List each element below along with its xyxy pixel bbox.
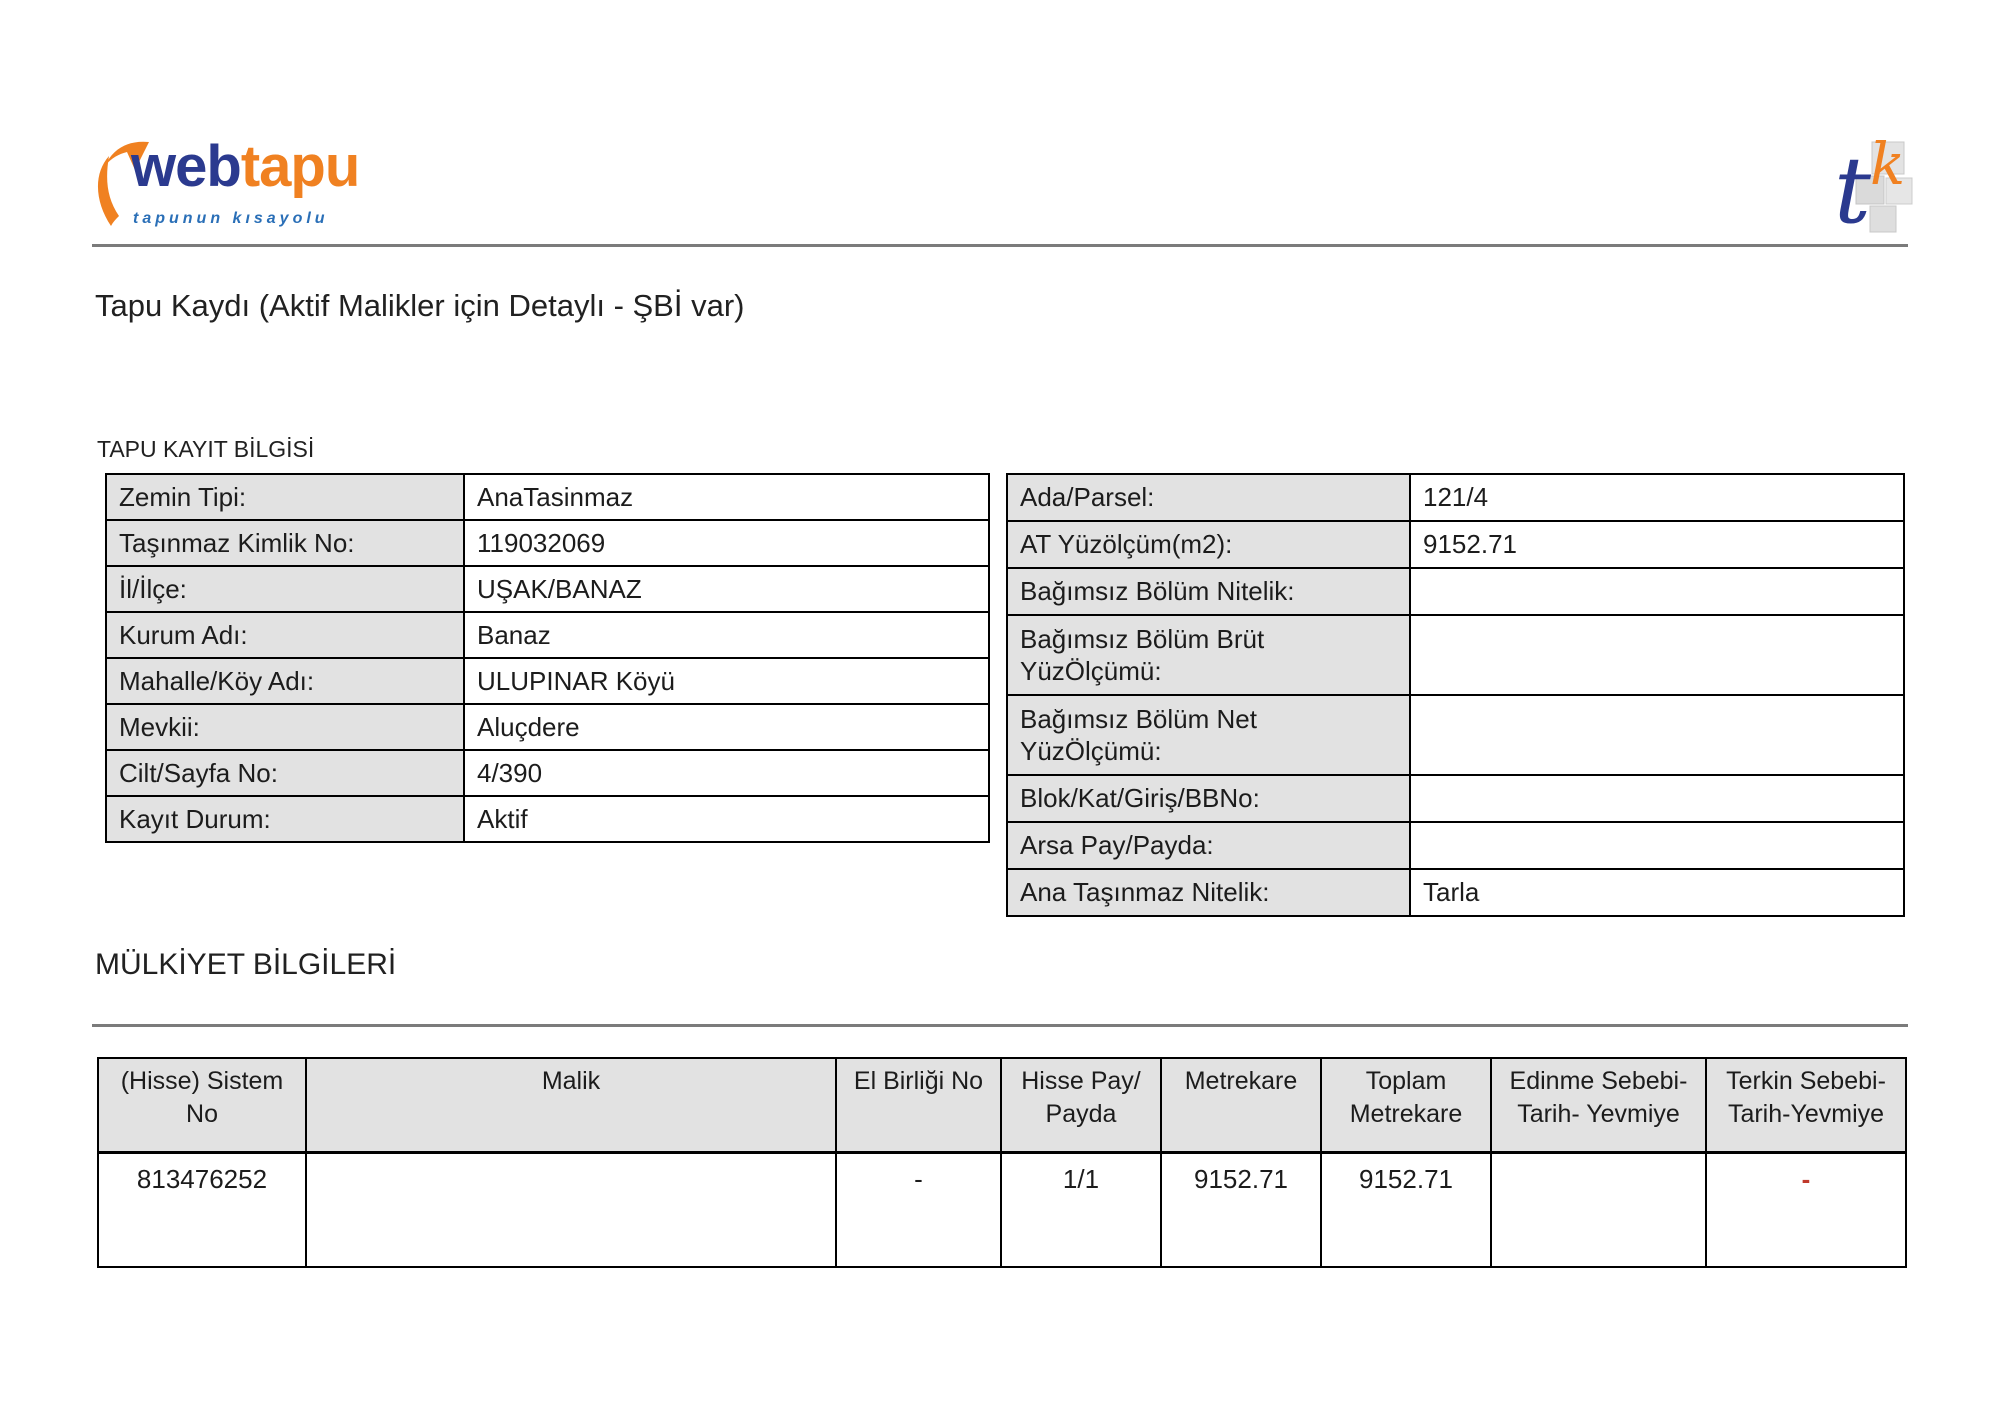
webtapu-logo: webtapu tapunun kısayolu [95, 112, 415, 242]
table-row: Zemin Tipi: AnaTasinmaz [105, 473, 990, 521]
row-label: Bağımsız Bölüm Nitelik: [1006, 567, 1411, 616]
table-row: Ada/Parsel: 121/4 [1006, 473, 1905, 522]
document-title: Tapu Kaydı (Aktif Malikler için Detaylı … [95, 288, 745, 323]
table-row: Mahalle/Köy Adı: ULUPINAR Köyü [105, 657, 990, 705]
table-row: Kurum Adı: Banaz [105, 611, 990, 659]
column-header-hisse-pay-payda: Hisse Pay/ Payda [1000, 1057, 1162, 1154]
header-divider [92, 244, 1908, 247]
row-label: Cilt/Sayfa No: [105, 749, 465, 797]
row-value: Tarla [1409, 868, 1905, 917]
row-value [1409, 614, 1905, 696]
table-row: Bağımsız Bölüm Net YüzÖlçümü: [1006, 694, 1905, 776]
tapu-kayit-left-table: Zemin Tipi: AnaTasinmaz Taşınmaz Kimlik … [105, 473, 990, 843]
table-row: Bağımsız Bölüm Brüt YüzÖlçümü: [1006, 614, 1905, 696]
row-label: Mahalle/Köy Adı: [105, 657, 465, 705]
row-value: Banaz [463, 611, 990, 659]
tapu-kayit-heading: TAPU KAYIT BİLGİSİ [97, 436, 315, 462]
table-row: Taşınmaz Kimlik No: 119032069 [105, 519, 990, 567]
column-header-terkin-sebebi: Terkin Sebebi- Tarih-Yevmiye [1705, 1057, 1907, 1154]
table-row: Bağımsız Bölüm Nitelik: [1006, 567, 1905, 616]
row-value: ULUPINAR Köyü [463, 657, 990, 705]
row-value: 121/4 [1409, 473, 1905, 522]
row-value: 4/390 [463, 749, 990, 797]
column-header-el-birligi-no: El Birliği No [835, 1057, 1002, 1154]
table-row: 813476252 - 1/1 9152.71 9152.71 - [97, 1151, 1907, 1268]
webtapu-tagline: tapunun kısayolu [133, 210, 329, 227]
row-label: Ana Taşınmaz Nitelik: [1006, 868, 1411, 917]
table-row: Ana Taşınmaz Nitelik: Tarla [1006, 868, 1905, 917]
table-row: Mevkii: Aluçdere [105, 703, 990, 751]
table-row: AT Yüzölçüm(m2): 9152.71 [1006, 520, 1905, 569]
tapu-kayit-right-table: Ada/Parsel: 121/4 AT Yüzölçüm(m2): 9152.… [1006, 473, 1905, 917]
row-label: Bağımsız Bölüm Brüt YüzÖlçümü: [1006, 614, 1411, 696]
table-row: Cilt/Sayfa No: 4/390 [105, 749, 990, 797]
row-label: Kurum Adı: [105, 611, 465, 659]
row-value: 119032069 [463, 519, 990, 567]
row-label: Ada/Parsel: [1006, 473, 1411, 522]
cell-terkin-sebebi: - [1705, 1151, 1907, 1268]
mulkiyet-heading: MÜLKİYET BİLGİLERİ [95, 948, 397, 981]
svg-text:k: k [1870, 138, 1905, 198]
row-value: Aktif [463, 795, 990, 843]
row-label: İl/İlçe: [105, 565, 465, 613]
row-value [1409, 774, 1905, 823]
row-value: AnaTasinmaz [463, 473, 990, 521]
row-value: Aluçdere [463, 703, 990, 751]
cell-toplam-metrekare: 9152.71 [1320, 1151, 1492, 1268]
column-header-malik: Malik [305, 1057, 837, 1154]
cell-edinme-sebebi [1490, 1151, 1707, 1268]
table-row: Arsa Pay/Payda: [1006, 821, 1905, 870]
mulkiyet-table: (Hisse) Sistem No Malik El Birliği No Hi… [97, 1057, 1907, 1268]
cell-el-birligi-no: - [835, 1151, 1002, 1268]
row-label: Arsa Pay/Payda: [1006, 821, 1411, 870]
svg-text:t: t [1836, 138, 1872, 240]
table-row: Blok/Kat/Giriş/BBNo: [1006, 774, 1905, 823]
row-label: Taşınmaz Kimlik No: [105, 519, 465, 567]
row-value: UŞAK/BANAZ [463, 565, 990, 613]
mulkiyet-divider [92, 1024, 1908, 1027]
cell-hisse-pay-payda: 1/1 [1000, 1151, 1162, 1268]
webtapu-swoosh-icon [97, 141, 149, 226]
column-header-hisse-sistem-no: (Hisse) Sistem No [97, 1057, 307, 1154]
row-label: Bağımsız Bölüm Net YüzÖlçümü: [1006, 694, 1411, 776]
row-value [1409, 567, 1905, 616]
column-header-toplam-metrekare: Toplam Metrekare [1320, 1057, 1492, 1154]
row-label: Zemin Tipi: [105, 473, 465, 521]
cell-metrekare: 9152.71 [1160, 1151, 1322, 1268]
row-label: Kayıt Durum: [105, 795, 465, 843]
row-value: 9152.71 [1409, 520, 1905, 569]
tkgm-logo-icon: t k [1836, 138, 1913, 240]
row-label: AT Yüzölçüm(m2): [1006, 520, 1411, 569]
row-label: Mevkii: [105, 703, 465, 751]
row-value [1409, 694, 1905, 776]
cell-malik [305, 1151, 837, 1268]
table-header-row: (Hisse) Sistem No Malik El Birliği No Hi… [97, 1057, 1907, 1154]
logo-web-text: web [131, 134, 242, 199]
row-value [1409, 821, 1905, 870]
column-header-edinme-sebebi: Edinme Sebebi-Tarih- Yevmiye [1490, 1057, 1707, 1154]
row-label: Blok/Kat/Giriş/BBNo: [1006, 774, 1411, 823]
table-row: Kayıt Durum: Aktif [105, 795, 990, 843]
column-header-metrekare: Metrekare [1160, 1057, 1322, 1154]
cell-hisse-sistem-no: 813476252 [97, 1151, 307, 1268]
logo-tapu-text: tapu [240, 134, 360, 199]
table-row: İl/İlçe: UŞAK/BANAZ [105, 565, 990, 613]
webtapu-wordmark: webtapu [131, 138, 360, 196]
